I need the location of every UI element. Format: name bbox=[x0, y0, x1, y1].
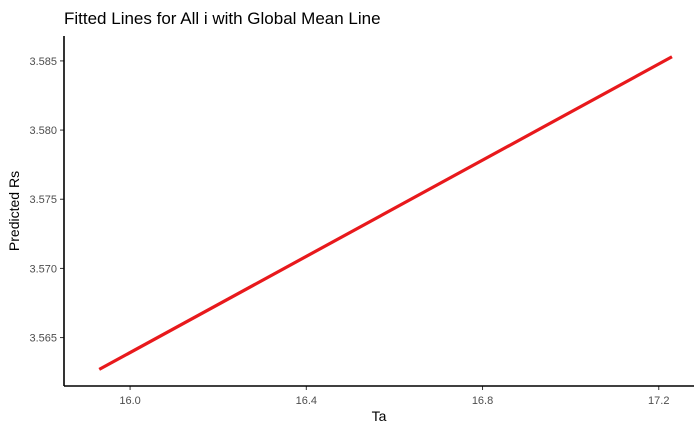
x-tick-label: 16.8 bbox=[472, 395, 493, 407]
x-axis-label: Ta bbox=[372, 408, 387, 424]
x-tick-label: 16.0 bbox=[119, 395, 140, 407]
y-axis-ticks: 3.565 3.570 3.575 3.580 3.585 bbox=[29, 56, 64, 345]
y-tick-label: 3.585 bbox=[29, 56, 57, 68]
y-axis-label: Predicted Rs bbox=[6, 171, 22, 251]
x-tick-label: 17.2 bbox=[648, 395, 669, 407]
y-tick-label: 3.570 bbox=[29, 263, 57, 275]
y-tick-label: 3.580 bbox=[29, 125, 57, 137]
y-tick-label: 3.565 bbox=[29, 333, 57, 345]
y-tick-label: 3.575 bbox=[29, 194, 57, 206]
x-tick-label: 16.4 bbox=[296, 395, 317, 407]
series-line-1 bbox=[98, 55, 673, 371]
chart-title: Fitted Lines for All i with Global Mean … bbox=[64, 9, 381, 28]
x-axis-ticks: 16.0 16.4 16.8 17.2 bbox=[119, 386, 669, 407]
series-layer bbox=[98, 55, 673, 371]
